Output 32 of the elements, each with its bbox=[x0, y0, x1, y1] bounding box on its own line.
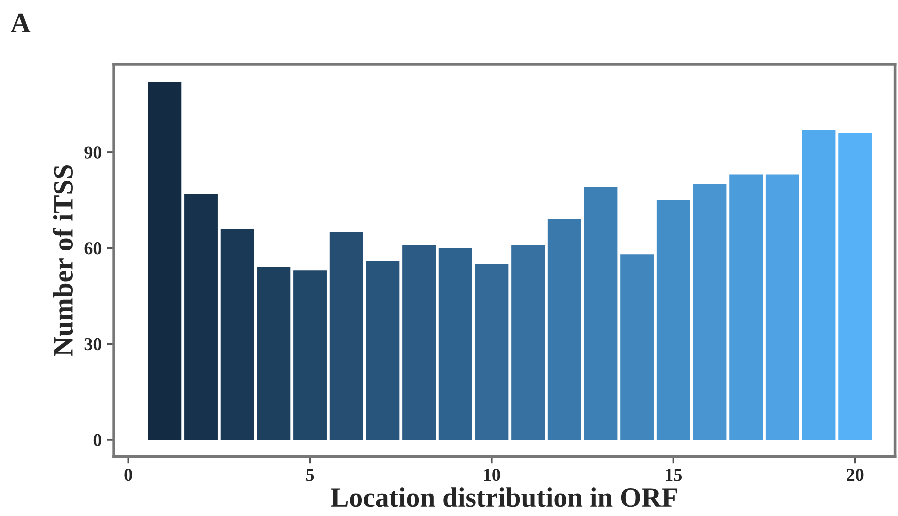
bar bbox=[257, 267, 291, 440]
x-tick-label: 10 bbox=[484, 468, 500, 482]
bar bbox=[220, 229, 254, 440]
bar bbox=[656, 200, 690, 440]
bar bbox=[438, 248, 472, 440]
x-tick-label: 0 bbox=[124, 468, 132, 482]
bar bbox=[766, 174, 800, 440]
bar bbox=[512, 245, 546, 440]
bar bbox=[366, 261, 400, 440]
x-tick-label: 5 bbox=[306, 469, 314, 482]
bar bbox=[838, 133, 872, 440]
bar bbox=[184, 194, 218, 440]
bar bbox=[148, 82, 182, 440]
bar bbox=[693, 184, 727, 440]
bar bbox=[402, 245, 436, 440]
x-tick-label: 15 bbox=[666, 469, 682, 482]
bar bbox=[548, 220, 582, 440]
chart-title: A bbox=[11, 14, 31, 32]
bar bbox=[475, 264, 509, 440]
bar bbox=[802, 130, 836, 440]
x-tick-label: 20 bbox=[847, 468, 864, 482]
y-tick-label: 30 bbox=[84, 338, 102, 351]
bar bbox=[294, 270, 327, 440]
y-tick-label: 90 bbox=[84, 146, 102, 159]
x-axis-title: Location distribution in ORF bbox=[331, 488, 678, 508]
bar bbox=[584, 188, 618, 440]
y-tick-label: 60 bbox=[84, 242, 102, 255]
y-tick-label: 0 bbox=[94, 434, 102, 446]
bar bbox=[330, 232, 364, 440]
bar bbox=[620, 254, 654, 440]
bar bbox=[730, 174, 764, 440]
y-axis-title: Number of iTSS bbox=[53, 166, 74, 356]
